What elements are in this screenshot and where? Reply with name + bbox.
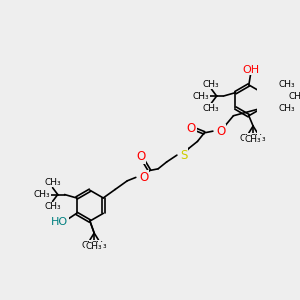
- Text: CH₃: CH₃: [250, 134, 267, 142]
- Text: CH₃: CH₃: [279, 103, 295, 112]
- Text: HO: HO: [51, 217, 68, 227]
- Text: O: O: [139, 171, 148, 184]
- Text: CH₃: CH₃: [82, 241, 98, 250]
- Text: O: O: [136, 150, 146, 164]
- Text: CH₃: CH₃: [240, 134, 256, 142]
- Text: CH₃: CH₃: [245, 135, 261, 144]
- Text: CH₃: CH₃: [202, 80, 219, 88]
- Text: CH₃: CH₃: [288, 92, 300, 100]
- Text: S: S: [180, 148, 188, 162]
- Text: CH₃: CH₃: [90, 241, 107, 250]
- Text: OH: OH: [242, 64, 259, 74]
- Text: CH₃: CH₃: [279, 80, 295, 88]
- Text: CH₃: CH₃: [34, 190, 51, 199]
- Text: CH₃: CH₃: [202, 103, 219, 112]
- Text: CH₃: CH₃: [86, 242, 103, 251]
- Text: CH₃: CH₃: [44, 178, 61, 187]
- Text: O: O: [187, 122, 196, 135]
- Text: CH₃: CH₃: [193, 92, 209, 100]
- Text: CH₃: CH₃: [44, 202, 61, 211]
- Text: O: O: [216, 125, 226, 138]
